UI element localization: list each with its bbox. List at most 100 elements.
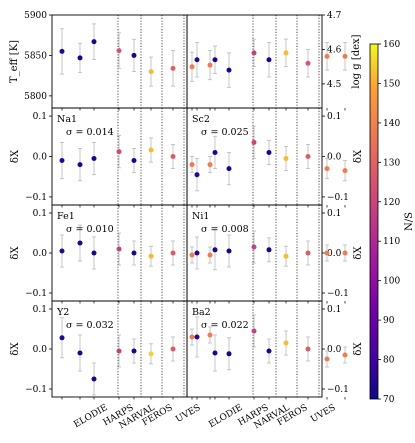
data-point [148,253,154,259]
data-point [148,147,154,153]
data-point [266,149,272,155]
data-point [194,57,200,63]
data-point [194,250,200,256]
y-tick-label: −0.1 [327,289,349,299]
data-point [189,334,195,340]
y-tick-label: 4.5 [327,80,342,90]
data-point [251,50,257,56]
data-point [266,247,272,253]
data-point [283,50,289,56]
data-point [212,247,218,253]
data-point [189,162,195,168]
y-axis-label: δX [353,149,364,163]
panel-2-right: −0.1 0.0 0.1 Sc2 σ = 0.025 δX [186,107,364,208]
data-point [189,64,195,70]
colorbar-tick-label: 130 [383,158,400,168]
panel-grid: 5800 5850 5900 T_eff [K] 4.5 4.6 4.7 log g [dex… [9,11,364,400]
colorbar-tick-label: 140 [383,119,400,129]
data-point [251,139,257,145]
colorbar-tick-label: 110 [383,237,400,247]
data-point [212,350,218,356]
data-point [194,334,200,340]
data-point [251,244,257,250]
data-point [170,250,176,256]
data-point [91,156,97,162]
data-point [116,48,122,54]
data-point [283,156,289,162]
panel-1-left: 5800 5850 5900 T_eff [K] [9,11,213,111]
data-point [324,356,330,362]
colorbar-tick-label: 160 [383,40,400,50]
colorbar-gradient [369,43,379,400]
y-tick-label: 5900 [24,11,47,21]
panel-3-left: −0.1 0.0 0.1 Fe1 σ = 0.010 δX [10,204,213,304]
data-point [77,350,83,356]
element-label: Fe1 [57,211,75,222]
data-point [189,252,195,258]
y-tick-label: 0.0 [327,345,342,355]
data-point [207,162,213,168]
instrument-label: ELODIE [72,403,109,430]
colorbar-tick-label: 100 [383,277,400,287]
panel-4-left: −0.1 0.0 0.1 Y2 σ = 0.032 δX [10,300,213,400]
y-tick-label: 0.0 [327,249,342,259]
y-tick-label: 0.1 [327,112,341,122]
y-tick-label: 4.6 [327,45,342,55]
colorbar-label: N/S [404,212,415,231]
data-point [266,57,272,63]
data-point [116,348,122,354]
data-point [116,246,122,252]
colorbar-tick-label: 80 [383,356,395,366]
colorbar: 70 80 90 100 110 120 130 140 150 160 N/S [369,40,415,405]
y-axis-label: δX [10,246,21,260]
y-tick-label: 4.7 [327,11,342,21]
data-point [324,250,330,256]
panel-1-right: 4.5 4.6 4.7 log g [dex] [186,11,362,111]
data-point [170,154,176,159]
data-point [170,346,176,352]
y-axis-label: δX [353,246,364,260]
data-point [131,158,137,164]
data-point [212,149,218,155]
element-label: Sc2 [192,114,210,125]
colorbar-tick-label: 120 [383,198,400,208]
data-point [131,52,137,58]
element-label: Y2 [56,307,69,318]
instrument-label: UVES [309,403,337,425]
data-point [251,328,257,334]
data-point [170,65,176,71]
y-tick-label: −0.1 [327,193,349,203]
instrument-label: UVES [174,403,202,425]
data-point [148,351,154,357]
y-tick-label: −0.1 [25,193,47,203]
y-axis-label: δX [353,342,364,356]
data-point [342,250,348,256]
data-point [59,335,65,341]
data-point [226,351,232,357]
y-tick-label: 0.0 [33,345,48,355]
data-point [283,340,289,346]
sigma-label: σ = 0.010 [66,224,114,235]
data-point [131,250,137,256]
y-axis-label: δX [10,149,21,163]
data-point [59,48,65,54]
data-point [342,53,348,59]
colorbar-tick-label: 70 [383,395,395,405]
y-tick-label: 0.0 [33,249,48,259]
element-label: Ba2 [192,307,211,318]
y-tick-label: −0.1 [25,289,47,299]
data-point [305,250,311,256]
data-point [305,154,311,159]
element-label: Na1 [57,114,77,125]
y-tick-label: −0.1 [25,385,47,395]
panel-frame [51,14,188,109]
panel-frame [186,300,323,398]
data-point [59,248,65,254]
data-point [212,57,218,63]
data-point [131,348,137,354]
data-point [116,149,122,155]
y-tick-label: 5850 [24,51,47,61]
y-tick-label: 0.1 [33,305,47,315]
y-tick-label: 0.1 [327,305,341,315]
